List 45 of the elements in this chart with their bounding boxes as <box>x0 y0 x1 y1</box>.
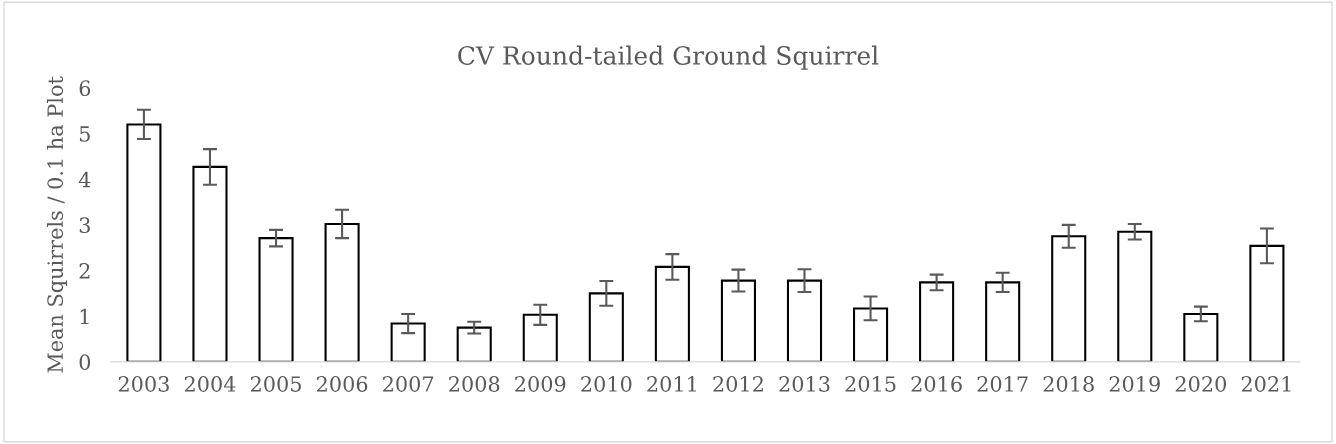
bar <box>390 322 426 362</box>
x-tick-label: 2008 <box>449 376 500 392</box>
bar <box>522 313 558 362</box>
y-tick-label: 6 <box>79 80 91 97</box>
bar <box>720 279 756 362</box>
x-tick-label: 2020 <box>1175 376 1226 392</box>
bar <box>258 237 294 362</box>
bar <box>1117 230 1153 362</box>
bar <box>919 281 955 362</box>
x-tick-label: 2006 <box>316 376 368 392</box>
bar <box>853 307 889 362</box>
x-tick-label: 2017 <box>977 376 1028 392</box>
y-tick-label: 0 <box>79 354 91 371</box>
y-tick-label: 2 <box>79 263 90 279</box>
y-tick-label: 4 <box>78 171 91 188</box>
x-tick-label: 2004 <box>184 376 236 392</box>
x-tick-label: 2012 <box>713 376 763 392</box>
x-tick-label: 2016 <box>911 376 962 392</box>
x-tick-label: 2013 <box>779 376 830 392</box>
x-tick-label: 2010 <box>581 376 632 392</box>
y-axis-title: Mean Squirrels / 0.1 ha Plot <box>46 76 68 373</box>
x-tick-label: 2009 <box>515 376 566 392</box>
x-tick-label: 2021 <box>1241 376 1291 392</box>
bar <box>985 281 1021 362</box>
x-tick-label: 2011 <box>647 376 696 392</box>
x-tick-label: 2015 <box>845 376 896 392</box>
bar <box>126 123 162 362</box>
bar <box>588 292 624 362</box>
bar <box>1183 312 1219 362</box>
bar <box>654 265 690 362</box>
x-tick-label: 2003 <box>118 376 169 392</box>
y-tick-label: 5 <box>79 126 90 142</box>
bar <box>1249 244 1285 362</box>
x-tick-label: 2005 <box>250 376 301 392</box>
y-tick-label: 1 <box>80 308 89 325</box>
chart-title: CV Round-tailed Ground Squirrel <box>458 45 879 70</box>
bar <box>456 326 492 362</box>
x-tick-label: 2007 <box>383 376 434 392</box>
y-tick-label: 3 <box>79 217 90 234</box>
bar <box>324 222 360 362</box>
x-tick-label: 2018 <box>1043 376 1094 392</box>
bar <box>1051 235 1087 362</box>
bar <box>192 165 228 362</box>
x-tick-label: 2019 <box>1109 376 1160 392</box>
bar <box>786 279 823 362</box>
